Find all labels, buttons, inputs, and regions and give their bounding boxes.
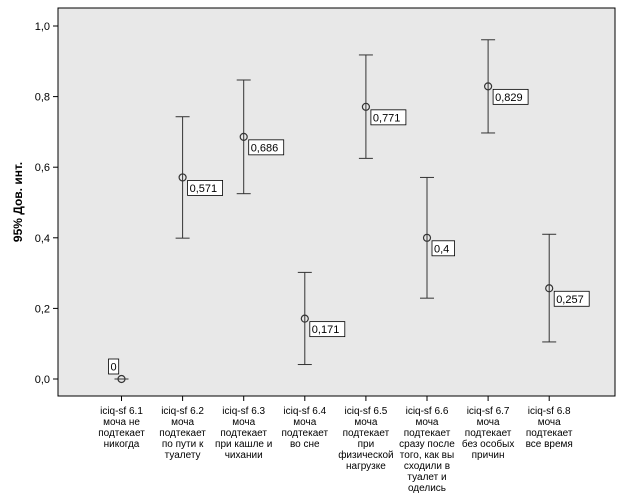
error-bar-group: 0,686 [236,79,285,195]
error-bar-group: 0 [108,358,129,384]
error-bar-group: 0,257 [542,233,590,343]
value-label: 0,771 [373,112,401,124]
plot-area [57,7,616,397]
value-label: 0,686 [251,142,279,154]
value-label: 0,257 [556,294,584,306]
y-tick-label: 0,4 [35,233,50,245]
value-label: 0,4 [434,243,449,255]
mean-point [422,233,432,242]
value-label-box [309,321,346,338]
value-label-box [553,290,590,307]
value-label: 0,171 [312,324,340,336]
x-tick-label: iciq-sf 6.6 моча подтекает сразу после того,… [399,406,455,494]
value-label-box [370,109,407,126]
y-tick-label: 0,2 [35,303,50,315]
x-tick-label: iciq-sf 6.2 моча подтекает по пути к туалету [159,406,206,461]
y-axis-label: 95% Дов. инт. [11,162,25,242]
error-bar-group: 0,829 [481,39,529,134]
error-bar-group: 0,771 [358,54,407,159]
x-tick-label: iciq-sf 6.3 моча подтекает при кашле и чихан… [215,406,272,461]
mean-point [484,82,493,91]
x-tick-label: iciq-sf 6.7 моча подтекает без особых причин [462,406,514,461]
x-axis-labels: iciq-sf 6.1 моча не подтекает никогда iciq-s… [98,396,573,494]
mean-point [545,284,554,293]
x-tick-label: iciq-sf 6.1 моча не подтекает никогда [98,406,145,450]
x-tick-label: iciq-sf 6.4 моча подтекает во сне [282,406,329,450]
y-tick-label: 0,0 [35,374,50,386]
x-tick-label: iciq-sf 6.8 моча подтекает все время [526,406,573,450]
y-tick-label: 1,0 [35,21,50,33]
value-label: 0 [111,362,117,374]
value-label-box [108,358,120,375]
y-tick-label: 0,8 [35,92,50,104]
value-label-box [248,139,285,156]
mean-point [178,173,187,182]
mean-point [300,314,309,323]
value-label: 0,571 [190,183,218,195]
value-label-box [492,88,529,105]
y-axis: 0,0 0,2 0,4 0,6 0,8 1,0 [35,21,58,386]
mean-point [361,102,370,111]
error-bar-group: 0,4 [420,176,456,299]
mean-point [117,374,126,384]
error-bar-group: 0,171 [297,271,346,366]
x-tick-label: iciq-sf 6.5 моча подтекает при физической наг… [338,406,393,472]
y-tick-label: 0,6 [35,162,50,174]
chart-marks: 0 0,571 0,686 0,171 0,771 0,4 0,829 0,257 [108,39,590,384]
mean-point [239,132,248,141]
value-label-box [187,180,224,196]
error-bar-group: 0,571 [175,116,224,239]
value-label-box [431,240,456,257]
value-label: 0,829 [495,92,523,104]
